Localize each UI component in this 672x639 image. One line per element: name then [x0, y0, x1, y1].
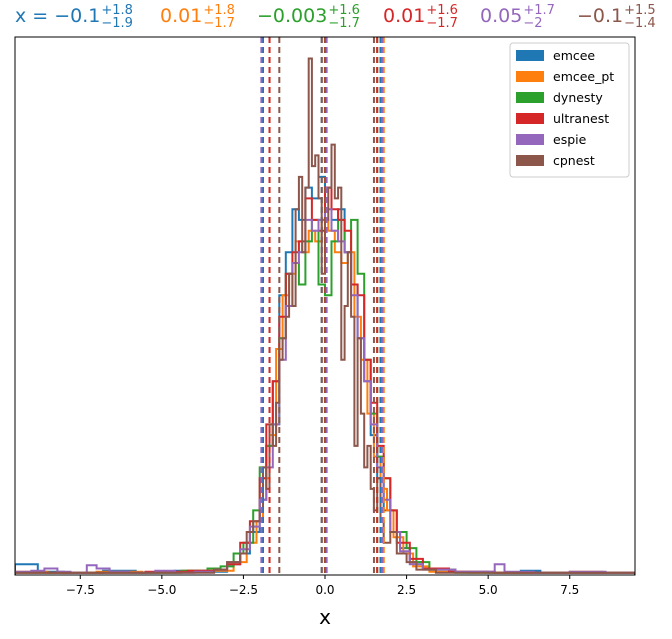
- annotation-espie: 0.05 +1.7−2: [480, 3, 555, 31]
- annotation-emcee_pt: 0.01 +1.8−1.7: [160, 3, 235, 31]
- annotation-upper: +1.6: [328, 3, 360, 18]
- legend-swatch-dynesty: [516, 92, 544, 103]
- legend-swatch-ultranest: [516, 113, 544, 124]
- legend-swatch-emcee_pt: [516, 71, 544, 82]
- legend-label-cpnest: cpnest: [553, 153, 595, 168]
- annotation-lower: −1.7: [426, 16, 458, 31]
- x-tick-label: 0.0: [315, 583, 334, 597]
- legend-label-espie: espie: [553, 132, 587, 147]
- annotation-upper: +1.5: [624, 3, 656, 18]
- annotation-lower: −1.9: [101, 16, 133, 31]
- x-tick-label: 2.5: [397, 583, 416, 597]
- annotation-ultranest: 0.01 +1.6−1.7: [383, 3, 458, 31]
- annotation-median: x = −0.1: [15, 5, 100, 27]
- x-tick-label: −7.5: [66, 583, 95, 597]
- x-tick-label: 5.0: [479, 583, 498, 597]
- legend-label-emcee: emcee: [553, 48, 595, 63]
- annotation-upper: +1.6: [426, 3, 458, 18]
- annotation-median: 0.01: [160, 5, 202, 27]
- annotation-lower: −2: [523, 16, 542, 31]
- x-tick-label: −2.5: [229, 583, 258, 597]
- legend-swatch-cpnest: [516, 155, 544, 166]
- annotation-dynesty: −0.003 +1.6−1.7: [257, 3, 360, 31]
- x-tick-label: −5.0: [147, 583, 176, 597]
- histogram-dynesty: [15, 218, 635, 575]
- x-axis-ticks: −7.5 −5.0 −2.5 0.0 2.5 5.0 7.5: [66, 575, 579, 597]
- annotation-upper: +1.7: [523, 3, 555, 18]
- annotation-median: 0.01: [383, 5, 425, 27]
- legend-label-dynesty: dynesty: [553, 90, 603, 105]
- annotation-lower: −1.7: [328, 16, 360, 31]
- annotation-emcee: x = −0.1 +1.8−1.9: [15, 3, 133, 31]
- annotation-lower: −1.7: [203, 16, 235, 31]
- annotation-median: −0.1: [577, 5, 623, 27]
- legend-label-emcee_pt: emcee_pt: [553, 69, 614, 84]
- legend-label-ultranest: ultranest: [553, 111, 609, 126]
- annotation-upper: +1.8: [101, 3, 133, 18]
- x-tick-label: 7.5: [560, 583, 579, 597]
- summary-annotation: x = −0.1 +1.8−1.9 0.01 +1.8−1.7 −0.003 +1.6−1…: [15, 3, 656, 31]
- annotation-lower: −1.4: [624, 16, 656, 31]
- annotation-median: −0.003: [257, 5, 327, 27]
- annotation-cpnest: −0.1 +1.5−1.4: [577, 3, 656, 31]
- x-axis-label: x: [319, 605, 331, 629]
- annotation-upper: +1.8: [203, 3, 235, 18]
- annotation-median: 0.05: [480, 5, 522, 27]
- legend-swatch-emcee: [516, 50, 544, 61]
- legend-swatch-espie: [516, 134, 544, 145]
